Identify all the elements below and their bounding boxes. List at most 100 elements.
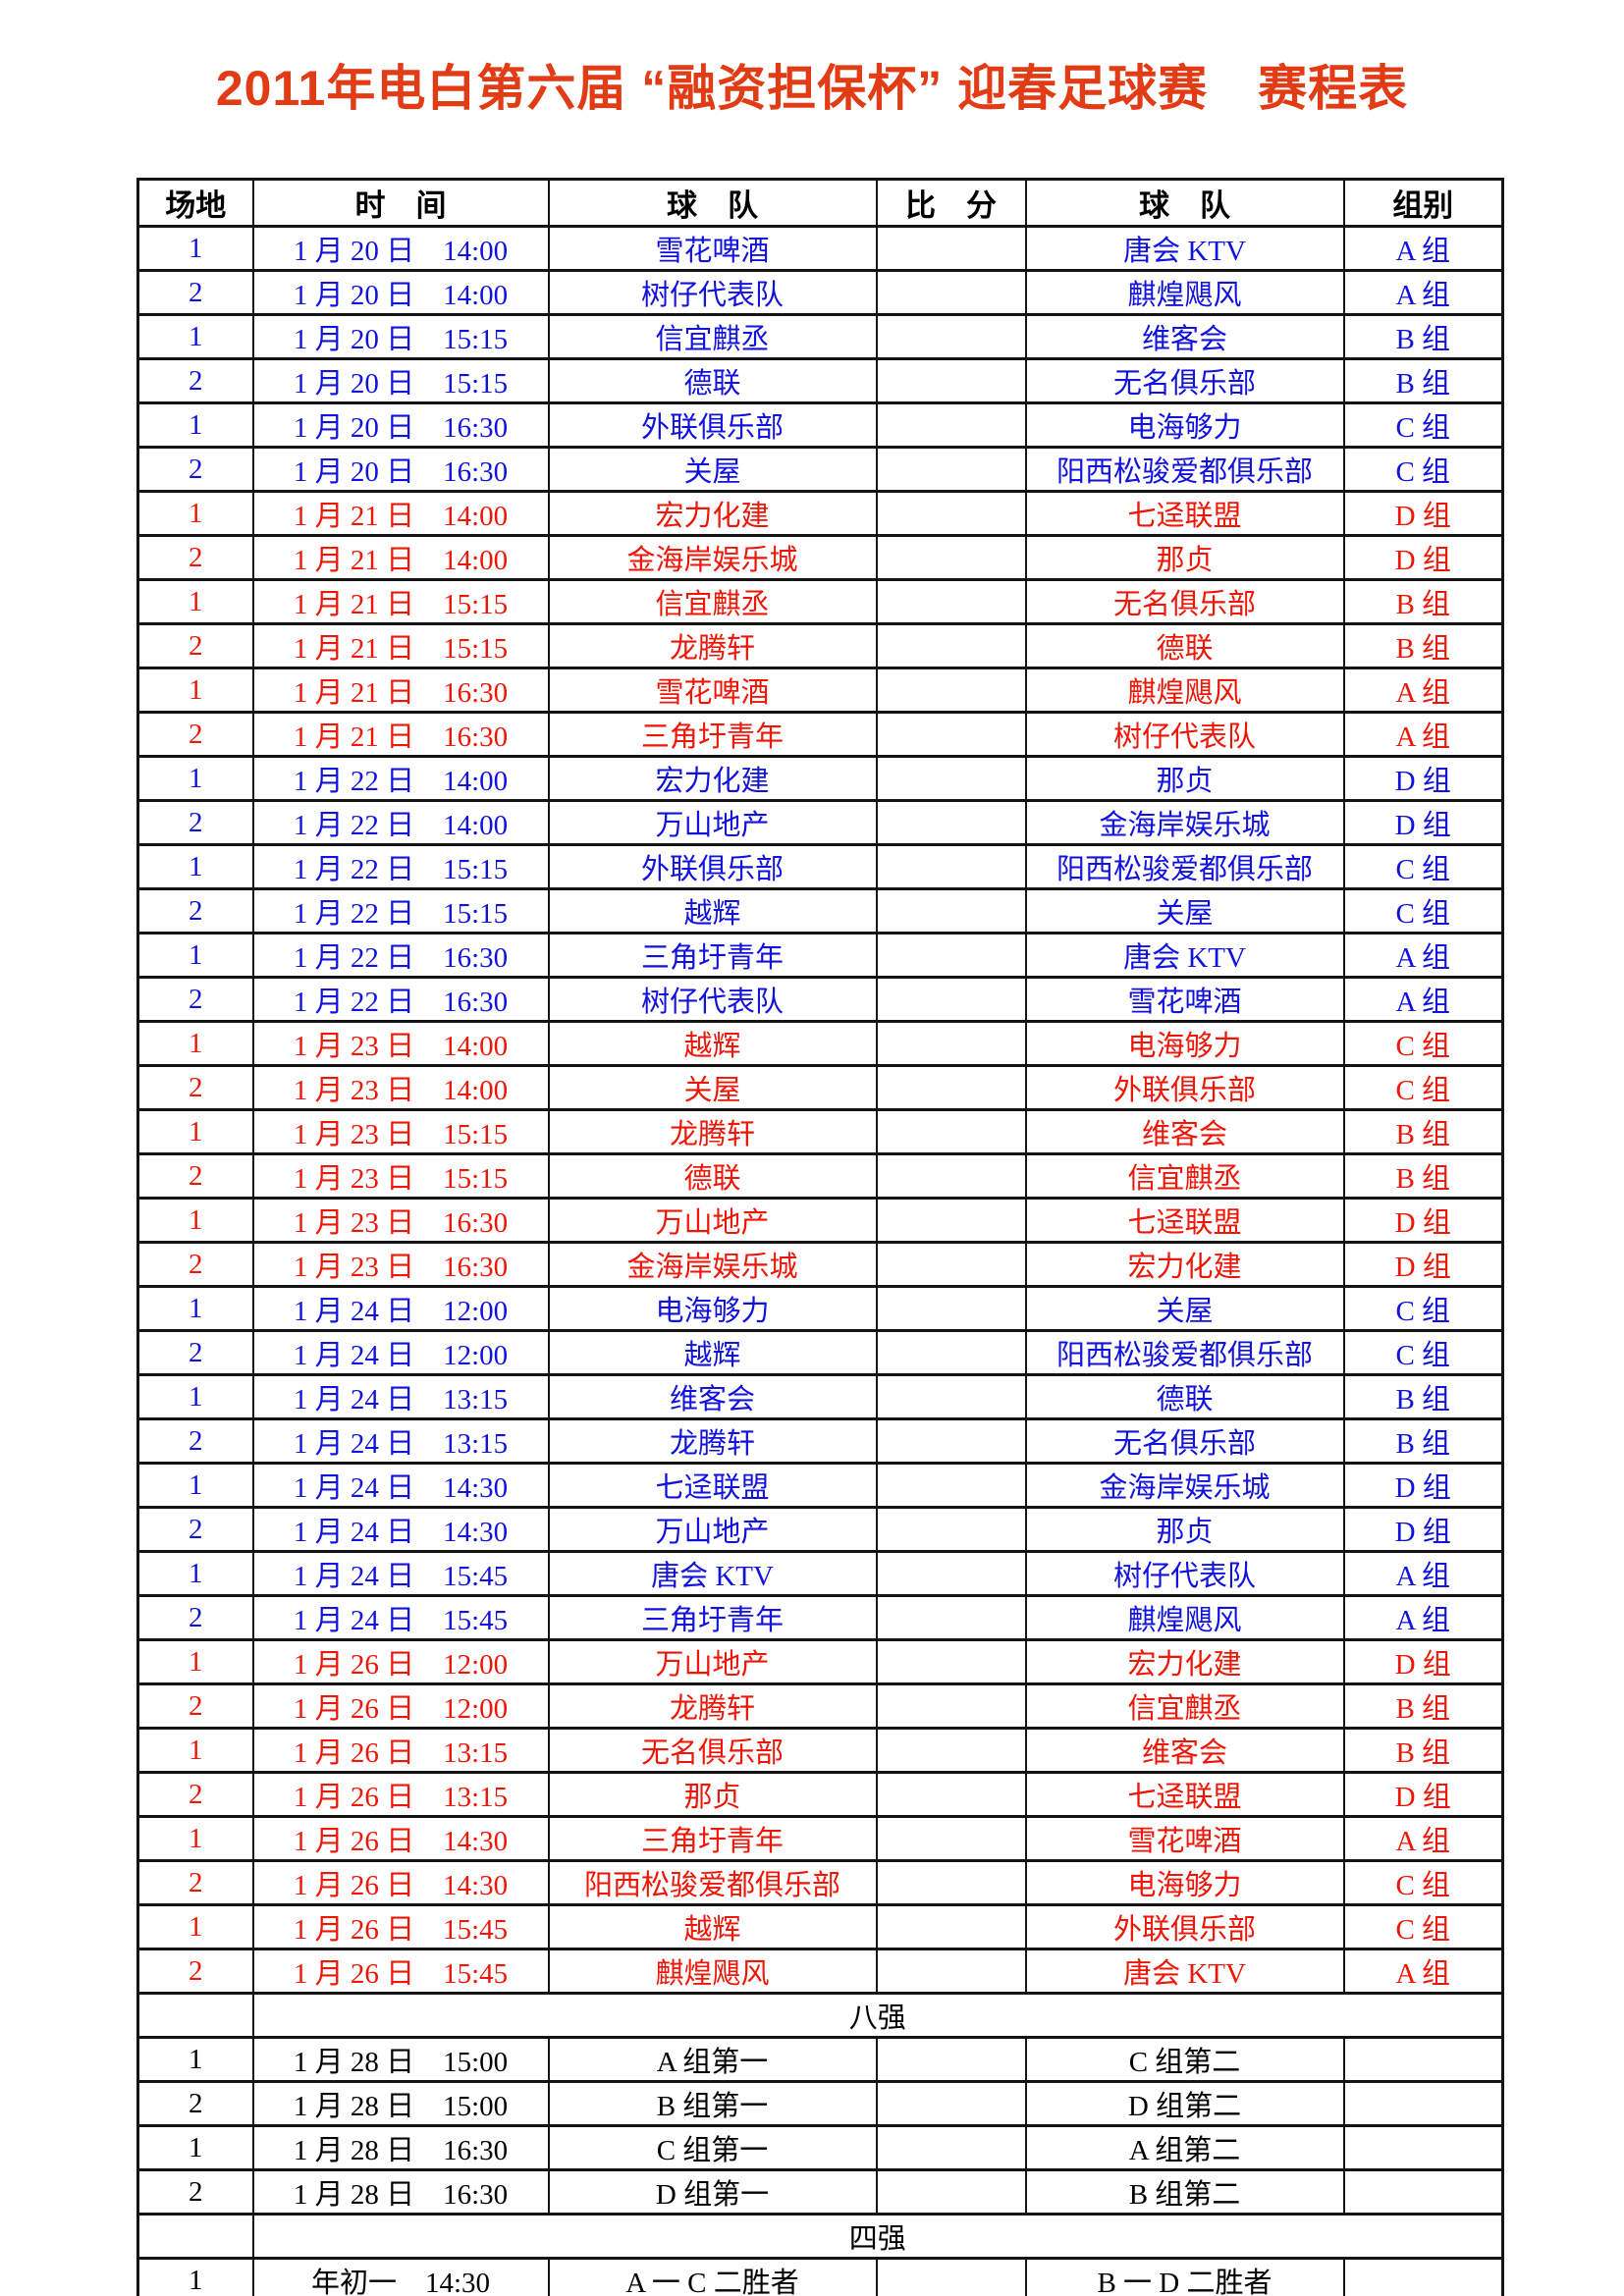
time-cell: 1 月 24 日 15:45 (251, 1550, 550, 1597)
venue-cell: 2 (136, 534, 254, 581)
time-cell: 1 月 22 日 15:15 (251, 887, 550, 934)
team2-cell: 德联 (1024, 622, 1345, 669)
team1-cell: 德联 (547, 1152, 878, 1200)
venue-cell: 2 (136, 1948, 254, 1995)
team2-cell: 无名俱乐部 (1024, 578, 1345, 625)
time-cell: 1 月 20 日 14:00 (251, 269, 550, 316)
group-cell: C 组 (1342, 1859, 1504, 1906)
team2-cell: 阳西松骏爱都俱乐部 (1024, 446, 1345, 493)
venue-cell: 1 (136, 225, 254, 272)
score-cell (875, 2257, 1027, 2296)
team1-cell: 那贞 (547, 1771, 878, 1818)
venue-cell: 1 (136, 1020, 254, 1067)
score-cell (875, 1197, 1027, 1244)
venue-cell: 1 (136, 1815, 254, 1862)
time-cell: 1 月 24 日 14:30 (251, 1506, 550, 1553)
team1-cell: 越辉 (547, 1329, 878, 1376)
team1-cell: 金海岸娱乐城 (547, 534, 878, 581)
score-cell (875, 1638, 1027, 1685)
team1-cell: 关屋 (547, 446, 878, 493)
time-cell: 1 月 23 日 14:00 (251, 1064, 550, 1111)
team2-cell: 七迳联盟 (1024, 1771, 1345, 1818)
team1-cell: 万山地产 (547, 799, 878, 846)
score-cell (875, 1064, 1027, 1111)
team1-cell: 雪花啤酒 (547, 225, 878, 272)
score-cell (875, 887, 1027, 934)
team2-cell: 电海够力 (1024, 401, 1345, 449)
venue-cell: 1 (136, 932, 254, 979)
group-cell (1342, 2168, 1504, 2216)
score-cell (875, 225, 1027, 272)
venue-cell: 1 (136, 667, 254, 714)
team1-cell: 万山地产 (547, 1197, 878, 1244)
group-cell: B 组 (1342, 1417, 1504, 1465)
score-cell (875, 1020, 1027, 1067)
team1-cell: 越辉 (547, 1903, 878, 1950)
team2-cell: 那贞 (1024, 534, 1345, 581)
score-cell (875, 1152, 1027, 1200)
team2-cell: B 组第二 (1024, 2168, 1345, 2216)
team2-cell: 金海岸娱乐城 (1024, 1462, 1345, 1509)
group-cell: D 组 (1342, 490, 1504, 537)
group-cell: C 组 (1342, 1020, 1504, 1067)
column-header-4: 球 队 (1024, 178, 1345, 228)
venue-cell: 1 (136, 313, 254, 360)
time-cell: 1 月 22 日 14:00 (251, 799, 550, 846)
team2-cell: 维客会 (1024, 1108, 1345, 1155)
team2-cell: 麒煌飓风 (1024, 1594, 1345, 1641)
time-cell: 1 月 26 日 12:00 (251, 1638, 550, 1685)
venue-cell: 2 (136, 1506, 254, 1553)
header-row: 场地时 间球 队比 分球 队组别 (136, 178, 1504, 228)
venue-cell: 2 (136, 1064, 254, 1111)
group-cell: B 组 (1342, 357, 1504, 404)
time-cell: 1 月 21 日 16:30 (251, 711, 550, 758)
team1-cell: A 一 C 二胜者 (547, 2257, 878, 2296)
venue-cell: 1 (136, 2257, 254, 2296)
group-cell (1342, 2036, 1504, 2083)
group-cell: C 组 (1342, 1903, 1504, 1950)
score-cell (875, 1550, 1027, 1597)
score-cell (875, 976, 1027, 1023)
venue-cell: 1 (136, 1462, 254, 1509)
venue-cell: 1 (136, 1108, 254, 1155)
group-cell (1342, 2257, 1504, 2296)
time-cell: 1 月 26 日 13:15 (251, 1727, 550, 1774)
time-cell: 1 月 23 日 15:15 (251, 1108, 550, 1155)
venue-cell: 2 (136, 887, 254, 934)
team2-cell: 那贞 (1024, 755, 1345, 802)
group-cell: B 组 (1342, 1152, 1504, 1200)
time-cell: 1 月 26 日 13:15 (251, 1771, 550, 1818)
team2-cell: 信宜麒丞 (1024, 1152, 1345, 1200)
team2-cell: 树仔代表队 (1024, 1550, 1345, 1597)
time-cell: 1 月 24 日 14:30 (251, 1462, 550, 1509)
time-cell: 1 月 21 日 15:15 (251, 622, 550, 669)
time-cell: 1 月 21 日 14:00 (251, 490, 550, 537)
venue-cell: 2 (136, 1241, 254, 1288)
score-cell (875, 1594, 1027, 1641)
score-cell (875, 1682, 1027, 1730)
team2-cell: A 组第二 (1024, 2124, 1345, 2171)
team1-cell: 雪花啤酒 (547, 667, 878, 714)
venue-cell: 1 (136, 1373, 254, 1420)
team2-cell: 宏力化建 (1024, 1638, 1345, 1685)
column-header-5: 组别 (1342, 178, 1504, 228)
venue-cell: 1 (136, 1550, 254, 1597)
time-cell: 1 月 20 日 16:30 (251, 401, 550, 449)
team2-cell: 雪花啤酒 (1024, 976, 1345, 1023)
group-cell: A 组 (1342, 1594, 1504, 1641)
group-cell: B 组 (1342, 622, 1504, 669)
time-cell: 1 月 23 日 16:30 (251, 1241, 550, 1288)
team2-cell: 关屋 (1024, 887, 1345, 934)
venue-cell: 1 (136, 755, 254, 802)
team1-cell: 宏力化建 (547, 490, 878, 537)
